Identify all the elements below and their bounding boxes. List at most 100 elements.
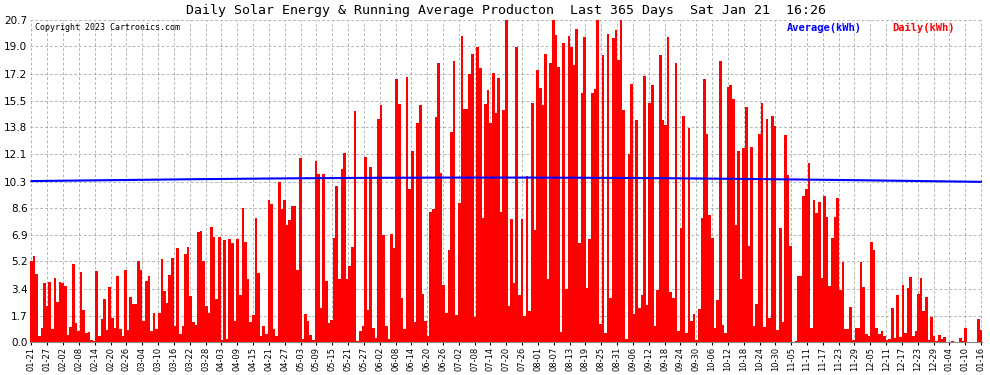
Bar xyxy=(513,284,516,342)
Bar xyxy=(221,340,223,342)
Bar xyxy=(265,333,267,342)
Bar xyxy=(534,230,537,342)
Bar xyxy=(114,328,116,342)
Bar xyxy=(403,329,406,342)
Bar xyxy=(659,55,661,342)
Bar xyxy=(936,340,939,342)
Bar xyxy=(508,306,510,342)
Bar xyxy=(910,277,912,342)
Bar xyxy=(372,328,374,342)
Bar xyxy=(218,237,221,342)
Bar xyxy=(179,334,181,342)
Bar xyxy=(262,326,265,342)
Bar xyxy=(645,305,648,342)
Bar xyxy=(810,328,813,342)
Bar xyxy=(711,238,714,342)
Bar xyxy=(766,120,768,342)
Bar xyxy=(38,336,41,342)
Bar xyxy=(122,336,124,342)
Bar xyxy=(875,328,878,342)
Bar xyxy=(296,270,299,342)
Bar xyxy=(77,331,80,342)
Bar xyxy=(633,314,636,342)
Bar xyxy=(395,79,398,342)
Bar xyxy=(623,110,625,342)
Bar xyxy=(939,335,940,342)
Bar xyxy=(302,339,304,342)
Bar xyxy=(625,339,628,342)
Bar xyxy=(223,240,226,342)
Bar xyxy=(653,326,656,342)
Bar xyxy=(821,278,824,342)
Bar xyxy=(789,246,792,342)
Bar xyxy=(651,85,653,342)
Bar xyxy=(176,248,179,342)
Bar xyxy=(510,219,513,342)
Bar xyxy=(471,54,473,342)
Bar xyxy=(656,290,659,342)
Bar xyxy=(888,339,891,342)
Bar xyxy=(438,63,440,342)
Bar xyxy=(690,321,693,342)
Bar xyxy=(202,261,205,342)
Bar xyxy=(722,326,724,342)
Bar xyxy=(315,161,317,342)
Bar xyxy=(917,294,920,342)
Bar xyxy=(805,189,808,342)
Bar xyxy=(719,61,722,342)
Bar xyxy=(119,329,122,342)
Bar xyxy=(717,300,719,342)
Bar xyxy=(291,206,294,342)
Bar xyxy=(565,290,567,342)
Bar xyxy=(325,281,328,342)
Bar xyxy=(338,279,341,342)
Bar xyxy=(72,264,74,342)
Bar xyxy=(331,320,333,342)
Bar xyxy=(208,314,210,342)
Bar xyxy=(460,36,463,342)
Bar xyxy=(802,196,805,342)
Bar xyxy=(542,105,545,342)
Bar xyxy=(709,214,711,342)
Bar xyxy=(189,296,192,342)
Bar xyxy=(745,107,747,342)
Bar xyxy=(961,341,964,342)
Bar xyxy=(641,295,644,342)
Bar xyxy=(257,273,259,342)
Bar xyxy=(138,261,140,342)
Bar xyxy=(181,326,184,342)
Bar xyxy=(140,270,143,342)
Bar xyxy=(87,332,90,342)
Bar xyxy=(570,47,573,342)
Bar xyxy=(724,333,727,342)
Bar xyxy=(844,329,846,342)
Bar xyxy=(95,272,98,342)
Bar xyxy=(750,147,752,342)
Bar xyxy=(559,332,562,342)
Bar xyxy=(779,228,781,342)
Bar xyxy=(883,336,886,342)
Bar xyxy=(489,123,492,342)
Bar xyxy=(865,334,867,342)
Bar xyxy=(628,154,631,342)
Bar xyxy=(638,308,641,342)
Bar xyxy=(82,310,85,342)
Bar xyxy=(85,333,87,342)
Bar xyxy=(195,326,197,342)
Bar xyxy=(609,298,612,342)
Bar xyxy=(859,262,862,342)
Bar xyxy=(422,294,424,342)
Bar xyxy=(481,218,484,342)
Bar xyxy=(763,327,766,342)
Bar xyxy=(518,295,521,342)
Bar xyxy=(145,281,148,342)
Bar xyxy=(328,324,331,342)
Bar xyxy=(732,99,735,342)
Bar xyxy=(51,329,53,342)
Bar xyxy=(312,340,315,342)
Bar xyxy=(862,287,865,342)
Bar xyxy=(881,331,883,342)
Bar xyxy=(977,319,980,342)
Bar xyxy=(66,335,69,342)
Bar xyxy=(377,119,380,342)
